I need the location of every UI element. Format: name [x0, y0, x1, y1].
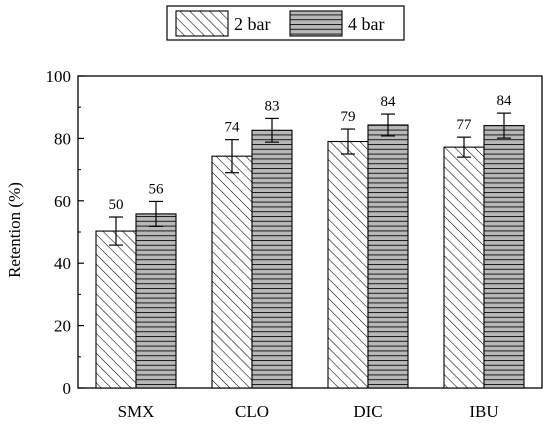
- y-tick-label: 100: [46, 67, 72, 86]
- y-tick-label: 40: [54, 254, 71, 273]
- legend-swatch-4bar: [289, 10, 343, 37]
- data-label: 50: [109, 197, 124, 213]
- bar-2bar-smx: [95, 230, 137, 389]
- x-tick-label: DIC: [353, 402, 382, 421]
- data-label: 83: [265, 98, 280, 114]
- legend-label: 2 bar: [234, 14, 270, 34]
- legend-swatch-2bar: [175, 10, 229, 37]
- data-label: 84: [381, 94, 397, 110]
- x-tick-label: IBU: [469, 402, 498, 421]
- x-tick-label: SMX: [118, 402, 155, 421]
- bar-2bar-dic: [327, 140, 369, 389]
- y-axis: 0 20 40 60 80 100: [46, 67, 84, 398]
- y-tick-label: 20: [54, 317, 71, 336]
- x-tick-label: CLO: [235, 402, 269, 421]
- data-label: 74: [225, 120, 241, 136]
- y-tick-label: 0: [63, 379, 72, 398]
- x-axis: SMX CLO DIC IBU: [118, 382, 499, 421]
- y-tick-label: 60: [54, 192, 71, 211]
- data-label: 84: [497, 93, 513, 109]
- bars-group: [95, 112, 525, 389]
- bar-4bar-ibu: [483, 125, 525, 389]
- bar-4bar-dic: [367, 124, 409, 389]
- y-axis-label: Retention (%): [5, 182, 24, 278]
- legend: 2 bar 4 bar: [166, 5, 405, 41]
- data-label: 79: [341, 109, 356, 125]
- bar-2bar-ibu: [443, 146, 485, 389]
- data-label: 77: [457, 117, 473, 133]
- bar-4bar-clo: [251, 129, 293, 389]
- data-labels-group: 50 56 74 83 79 84 77 84: [109, 93, 513, 213]
- bar-2bar-clo: [211, 155, 253, 389]
- legend-label: 4 bar: [348, 14, 384, 34]
- data-label: 56: [149, 181, 165, 197]
- bar-4bar-smx: [135, 213, 177, 389]
- y-tick-label: 80: [54, 129, 71, 148]
